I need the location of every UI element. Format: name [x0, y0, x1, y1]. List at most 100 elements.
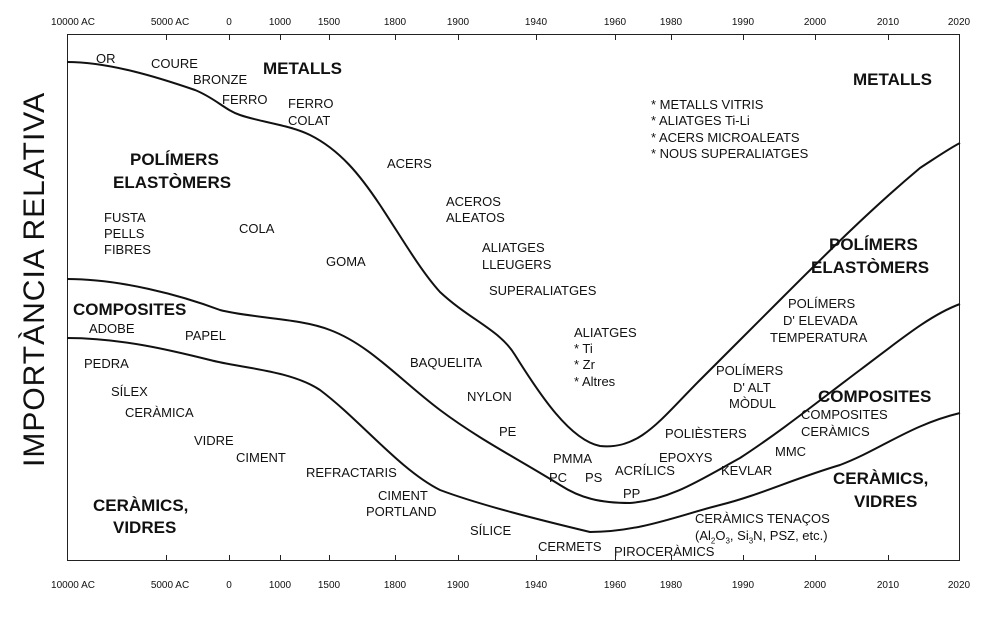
- bottom-tick: [458, 555, 459, 561]
- bottom-tick-label: 1940: [524, 580, 548, 591]
- label-ciment-portland-2: PORTLAND: [366, 504, 437, 519]
- bottom-tick: [395, 555, 396, 561]
- label-pc: PC: [549, 470, 568, 485]
- bottom-tick-label: 1800: [383, 580, 407, 591]
- top-tick: [280, 34, 281, 40]
- top-tick: [329, 34, 330, 40]
- label-epoxys: EPOXYS: [659, 450, 713, 465]
- metals-polymers-boundary: [66, 61, 961, 448]
- label-poliesters: POLIÈSTERS: [665, 426, 747, 441]
- bottom-tick: [329, 555, 330, 561]
- bottom-tick-label: 0: [226, 580, 232, 591]
- label-ceramics-left-2: VIDRES: [113, 518, 177, 537]
- bottom-tick: [815, 555, 816, 561]
- label-ceramics-tenacos-formula: (Al2O3, Si3N, PSZ, etc.): [695, 528, 828, 550]
- label-ps: PS: [585, 470, 603, 485]
- bottom-tick-label: 2000: [803, 580, 827, 591]
- label-new-metals-2: * ALIATGES Ti-Li: [651, 113, 750, 128]
- bottom-tick: [671, 555, 672, 561]
- bottom-tick: [229, 555, 230, 561]
- label-cermets: CERMETS: [538, 539, 602, 554]
- top-tick-label: 2000: [803, 17, 827, 28]
- polymers-composites-boundary: [66, 278, 961, 505]
- label-nylon: NYLON: [467, 389, 512, 404]
- label-pol-elev-1: POLÍMERS: [788, 296, 856, 311]
- label-refractaris: REFRACTARIS: [306, 465, 397, 480]
- label-pol-elev-2: D' ELEVADA: [783, 313, 858, 328]
- label-fusta: FUSTA: [104, 210, 146, 225]
- label-metalls-left: METALLS: [263, 59, 343, 78]
- label-adobe: ADOBE: [89, 321, 135, 336]
- label-zr: * Zr: [574, 357, 595, 372]
- top-tick-label: 1500: [317, 17, 341, 28]
- top-tick-label: 1990: [731, 17, 755, 28]
- bottom-tick: [888, 555, 889, 561]
- bottom-tick: [959, 555, 960, 561]
- label-composites-right: COMPOSITES: [818, 387, 932, 406]
- label-bronze: BRONZE: [193, 72, 248, 87]
- bottom-tick-label: 1900: [446, 580, 470, 591]
- label-acers: ACERS: [387, 156, 432, 171]
- top-tick: [395, 34, 396, 40]
- label-aliatges-lleugers-2: LLEUGERS: [482, 257, 552, 272]
- top-tick: [959, 34, 960, 40]
- label-pmma: PMMA: [553, 451, 592, 466]
- top-tick: [536, 34, 537, 40]
- bottom-tick: [280, 555, 281, 561]
- label-papel: PAPEL: [185, 328, 226, 343]
- label-polimers-left-1: POLÍMERS: [130, 150, 219, 169]
- top-tick-label: 1940: [524, 17, 548, 28]
- label-polimers-left-2: ELASTÒMERS: [113, 173, 232, 192]
- label-acrilics: ACRÍLICS: [615, 463, 675, 478]
- label-ciment: CIMENT: [236, 450, 286, 465]
- label-pp: PP: [623, 486, 641, 501]
- label-pedra: PEDRA: [84, 356, 129, 371]
- formula-si: , Si: [729, 528, 749, 543]
- label-comp-cer-2: CERÀMICS: [801, 424, 870, 439]
- label-ferro-colat-1: FERRO: [288, 96, 334, 111]
- bottom-tick-label: 5000 AC: [150, 580, 190, 591]
- label-pe: PE: [499, 424, 517, 439]
- label-ferro-colat-2: COLAT: [288, 113, 331, 128]
- bottom-tick: [536, 555, 537, 561]
- label-silex: SÍLEX: [111, 384, 148, 399]
- label-ciment-portland-1: CIMENT: [378, 488, 428, 503]
- bottom-tick: [743, 555, 744, 561]
- label-pol-alt-2: D' ALT: [733, 380, 771, 395]
- formula-o: O: [715, 528, 726, 543]
- label-ceramics-right-2: VIDRES: [854, 492, 918, 511]
- label-mmc: MMC: [775, 444, 807, 459]
- top-tick-label: 2020: [947, 17, 971, 28]
- top-tick: [166, 34, 167, 40]
- bottom-tick-label: 2020: [947, 580, 971, 591]
- top-tick: [615, 34, 616, 40]
- label-pol-alt-3: MÒDUL: [729, 396, 776, 411]
- top-tick-label: 2010: [876, 17, 900, 28]
- bottom-tick-label: 10000 AC: [51, 580, 95, 591]
- bottom-tick: [67, 555, 68, 561]
- label-aliatges: ALIATGES: [574, 325, 637, 340]
- label-vidre: VIDRE: [194, 433, 234, 448]
- label-ceramics-left-1: CERÀMICS,: [93, 496, 189, 515]
- label-composites-left: COMPOSITES: [73, 300, 187, 319]
- label-superaliatges: SUPERALIATGES: [489, 283, 597, 298]
- label-kevlar: KEVLAR: [721, 463, 773, 478]
- label-ceramics-tenacos: CERÀMICS TENAÇOS: [695, 511, 830, 526]
- top-tick: [229, 34, 230, 40]
- label-ti: * Ti: [574, 341, 593, 356]
- label-baquelita: BAQUELITA: [410, 355, 483, 370]
- formula-sub-2: 2: [710, 536, 716, 546]
- top-tick: [671, 34, 672, 40]
- label-ceramica: CERÀMICA: [125, 405, 194, 420]
- formula-sub-3b: 3: [748, 536, 754, 546]
- plot-frame: [67, 34, 960, 561]
- bottom-tick-label: 1990: [731, 580, 755, 591]
- label-aceros-aleatos-1: ACEROS: [446, 194, 501, 209]
- label-polimers-right-2: ELASTÒMERS: [811, 258, 930, 277]
- top-tick: [67, 34, 68, 40]
- bottom-tick: [166, 555, 167, 561]
- label-ceramics-right-1: CERÀMICS,: [833, 469, 929, 488]
- label-ferro: FERRO: [222, 92, 268, 107]
- top-tick-label: 1900: [446, 17, 470, 28]
